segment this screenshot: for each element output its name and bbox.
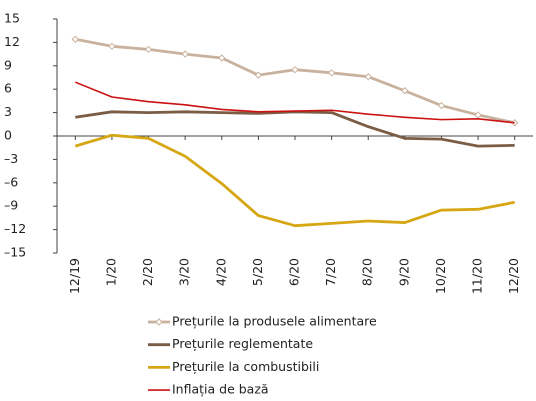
marker — [71, 35, 80, 43]
legend-label: Inflația de bază — [172, 382, 269, 397]
series-line — [74, 133, 515, 228]
y-tick-label: –3 — [4, 151, 18, 166]
y-tick-label: 12 — [4, 34, 20, 49]
marker — [108, 42, 116, 51]
x-tick-label: 5/20 — [250, 258, 265, 286]
marker — [254, 71, 263, 79]
y-tick-label: –15 — [4, 245, 26, 260]
x-tick-label: 9/20 — [396, 258, 411, 286]
marker — [181, 50, 189, 58]
y-tick-label: 9 — [4, 57, 12, 72]
x-tick-label: 6/20 — [287, 258, 302, 286]
x-tick-label: 12/19 — [67, 258, 82, 294]
marker — [144, 45, 153, 54]
legend-label: Prețurile la produsele alimentare — [172, 314, 377, 329]
x-tick-label: 10/20 — [433, 258, 448, 294]
y-tick-label: –9 — [4, 198, 18, 213]
y-tick-label: 15 — [4, 11, 20, 26]
marker — [401, 87, 409, 95]
marker — [474, 111, 482, 119]
marker — [327, 69, 336, 77]
marker — [291, 65, 299, 74]
x-tick-label: 3/20 — [177, 258, 192, 286]
legend-label: Prețurile la combustibili — [172, 359, 319, 374]
series-line — [75, 81, 515, 124]
x-tick-label: 1/20 — [103, 258, 118, 286]
y-tick-label: –6 — [4, 174, 18, 189]
marker — [218, 54, 226, 62]
x-tick-label: 2/20 — [140, 258, 155, 286]
marker — [437, 101, 446, 110]
x-tick-label: 7/20 — [323, 258, 338, 286]
x-tick-label: 8/20 — [360, 258, 375, 286]
series-line — [75, 37, 515, 125]
marker — [364, 73, 372, 81]
legend-marker — [155, 318, 163, 326]
x-tick-label: 11/20 — [470, 258, 485, 294]
series-line — [75, 110, 515, 148]
y-tick-label: –12 — [4, 221, 26, 236]
legend-label: Prețurile reglementate — [172, 336, 313, 351]
y-tick-label: 0 — [4, 128, 12, 143]
y-tick-label: 3 — [4, 104, 12, 119]
y-tick-label: 6 — [4, 81, 12, 96]
x-tick-label: 4/20 — [213, 258, 228, 286]
x-tick-label: 12/20 — [506, 258, 521, 294]
